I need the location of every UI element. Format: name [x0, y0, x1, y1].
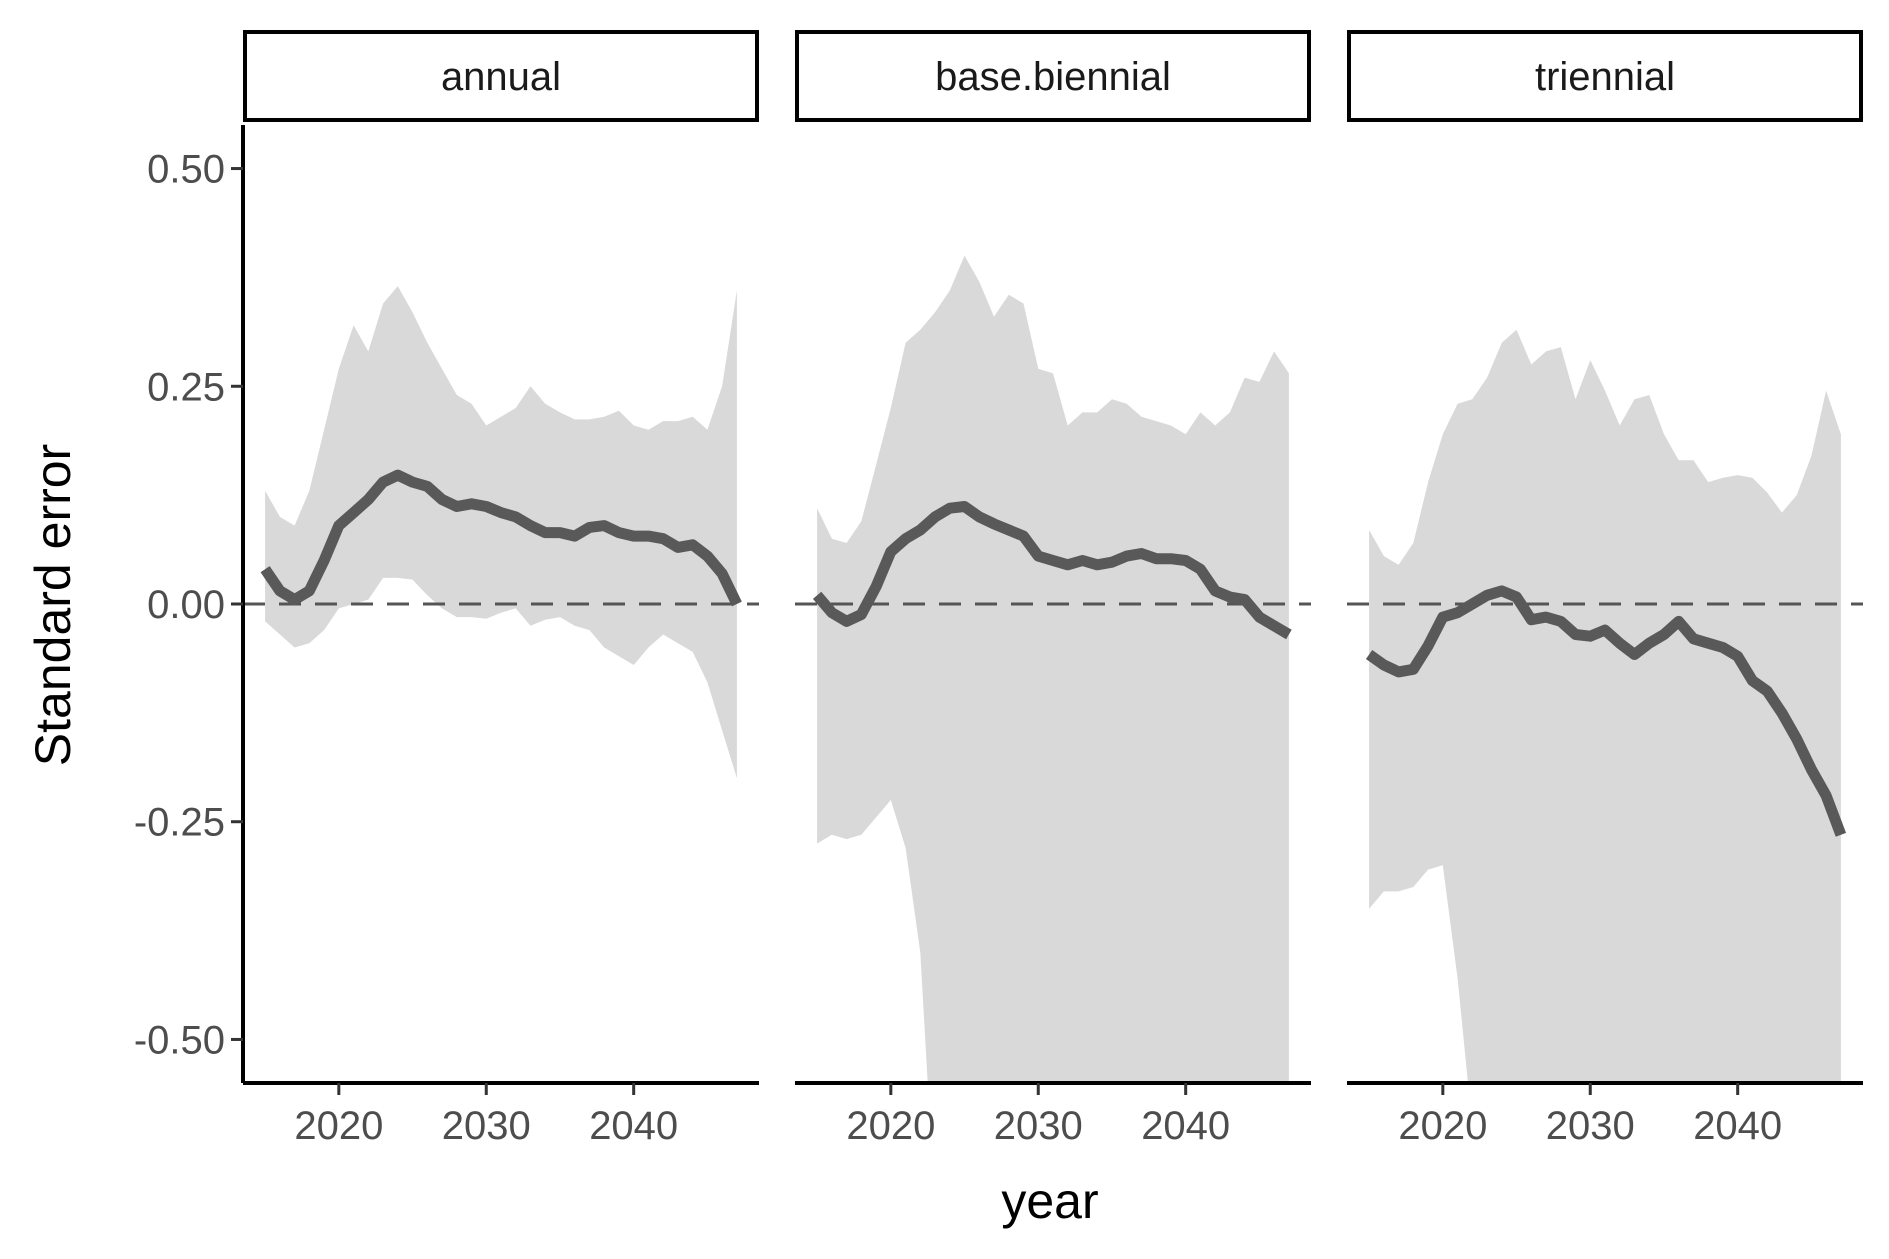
panel-annual: 2020 2030 2040 annual: [243, 30, 759, 1148]
x-tick-label: 2020: [846, 1104, 935, 1148]
panel-plot-area: [243, 286, 759, 779]
panel-plot-area: [795, 255, 1311, 1083]
mean-line: [1365, 585, 1847, 837]
x-tick-label: 2040: [1141, 1104, 1230, 1148]
panel-base-biennial: 2020 2030 2040 base.biennial: [795, 30, 1311, 1148]
panels-layer: 2020 2030 2040 annual 2020 2030 2040 base.bienn…: [243, 30, 1863, 1148]
mean-line: [812, 501, 1292, 640]
y-tick-label: 0.25: [147, 365, 225, 409]
x-tick-label: 2020: [1398, 1104, 1487, 1148]
facet-strip: [795, 30, 1311, 122]
x-tick-label: 2020: [294, 1104, 383, 1148]
x-tick-label: 2040: [1693, 1104, 1782, 1148]
facet-strip: [243, 30, 759, 122]
panel-triennial: 2020 2030 2040 triennial: [1347, 30, 1863, 1148]
y-tick-label: -0.25: [134, 801, 225, 845]
facet-strip-label: base.biennial: [935, 55, 1171, 99]
x-axis-title: year: [1001, 1173, 1098, 1229]
facet-strip-label: annual: [441, 55, 561, 99]
y-tick-label: 0.50: [147, 148, 225, 192]
confidence-ribbon: [1369, 329, 1841, 1083]
mean-line: [260, 469, 742, 607]
facet-strip: [1347, 30, 1863, 122]
x-tick-label: 2030: [442, 1104, 531, 1148]
confidence-ribbon: [265, 286, 737, 779]
facet-strip-label: triennial: [1535, 55, 1675, 99]
y-tick-label: -0.50: [134, 1018, 225, 1062]
x-tick-label: 2030: [994, 1104, 1083, 1148]
x-tick-label: 2040: [589, 1104, 678, 1148]
panel-plot-area: [1347, 329, 1863, 1083]
axes-layer: 0.50 0.25 0.00 -0.25 -0.50: [134, 125, 245, 1083]
x-tick-label: 2030: [1546, 1104, 1635, 1148]
y-axis-title: Standard error: [25, 444, 81, 766]
confidence-ribbon: [817, 255, 1289, 1083]
y-tick-label: 0.00: [147, 583, 225, 627]
